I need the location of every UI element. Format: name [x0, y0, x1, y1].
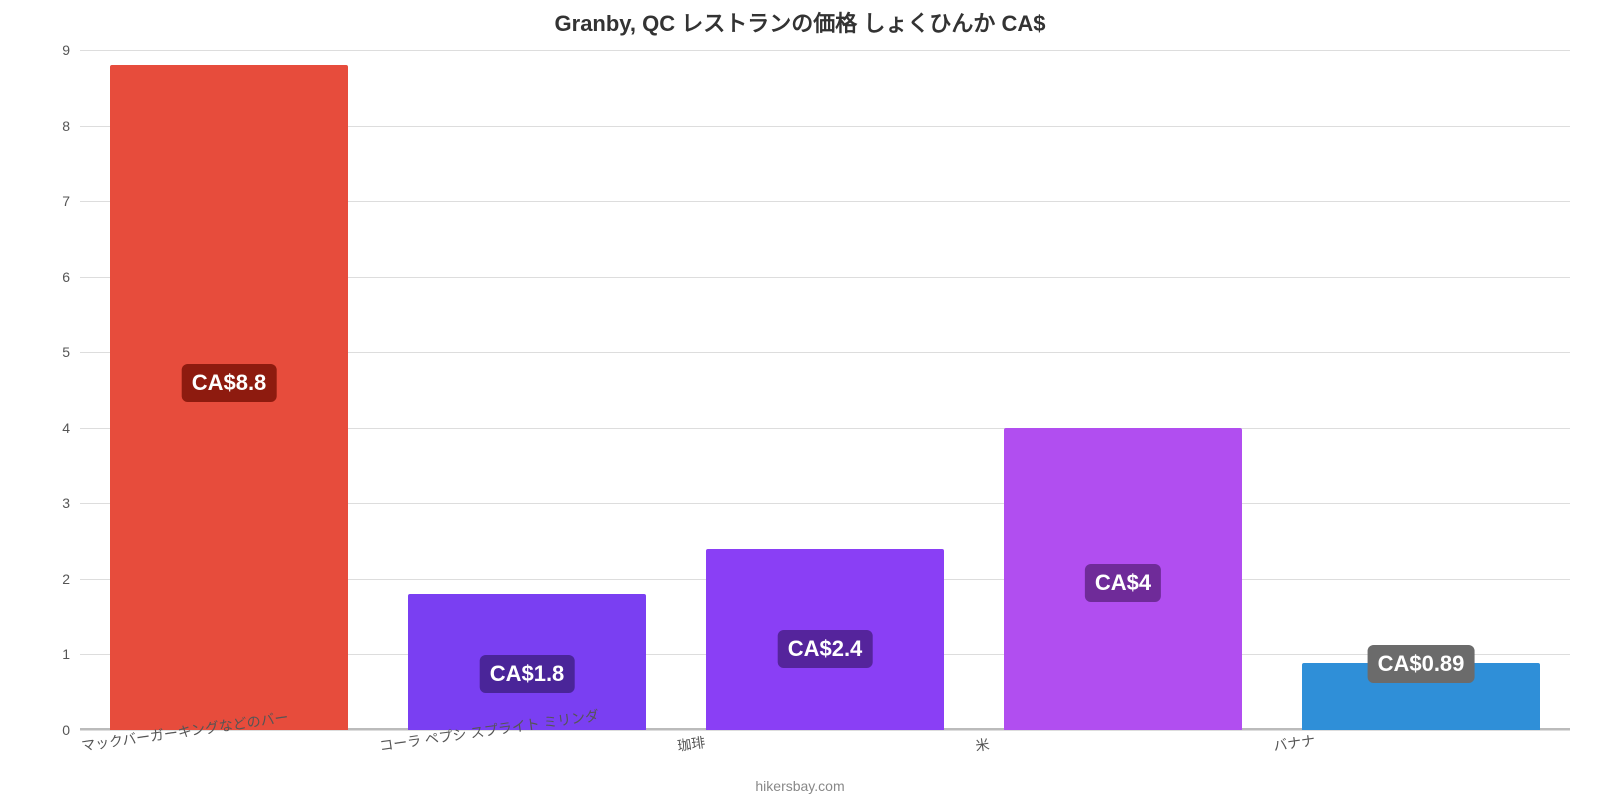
y-tick-label: 5 [62, 344, 80, 360]
plot-area: 0123456789CA$8.8マックバーガーキングなどのバーCA$1.8コーラ… [80, 50, 1570, 730]
bar-value-label: CA$8.8 [182, 364, 277, 402]
y-tick-label: 8 [62, 118, 80, 134]
bar-value-label: CA$0.89 [1368, 645, 1475, 683]
y-tick-label: 6 [62, 269, 80, 285]
bar-value-label: CA$2.4 [778, 630, 873, 668]
x-tick-label: 米 [974, 734, 991, 756]
grid-line [80, 730, 1570, 731]
y-tick-label: 4 [62, 420, 80, 436]
grid-line [80, 50, 1570, 51]
x-tick-label: 珈琲 [676, 732, 707, 756]
price-bar-chart: Granby, QC レストランの価格 しょくひんか CA$ 012345678… [0, 0, 1600, 800]
y-tick-label: 1 [62, 646, 80, 662]
x-tick-label: バナナ [1272, 730, 1316, 756]
attribution-text: hikersbay.com [0, 778, 1600, 794]
y-tick-label: 7 [62, 193, 80, 209]
bar-value-label: CA$1.8 [480, 655, 575, 693]
y-tick-label: 2 [62, 571, 80, 587]
y-tick-label: 9 [62, 42, 80, 58]
y-tick-label: 3 [62, 495, 80, 511]
chart-title: Granby, QC レストランの価格 しょくひんか CA$ [0, 6, 1600, 38]
bar-value-label: CA$4 [1085, 564, 1161, 602]
y-tick-label: 0 [62, 722, 80, 738]
